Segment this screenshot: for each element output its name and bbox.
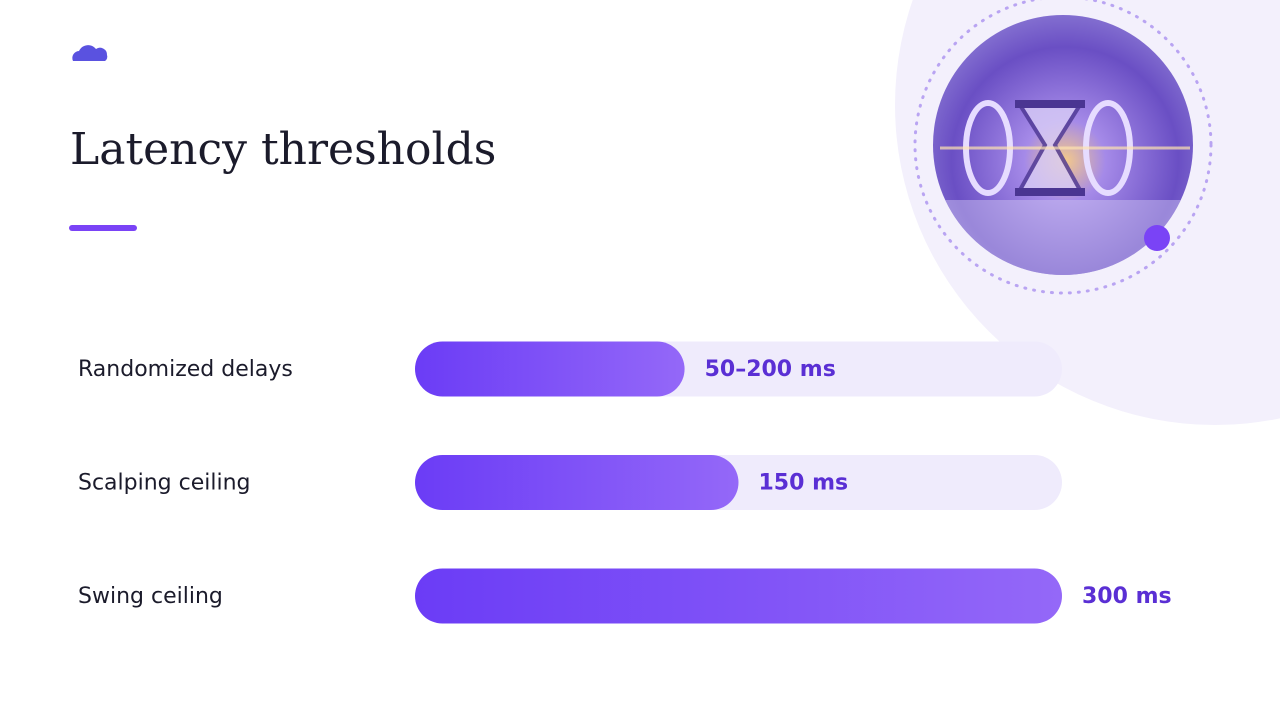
bar [415, 341, 685, 397]
title-underline [69, 225, 137, 231]
accent-dot [1144, 225, 1170, 251]
value-label: 300 ms [1082, 584, 1172, 609]
category-label: Scalping ceiling [78, 471, 251, 496]
category-label: Swing ceiling [78, 584, 223, 609]
chart-title: Latency thresholds [70, 124, 496, 175]
value-label: 50–200 ms [705, 357, 836, 382]
bar [415, 455, 739, 510]
hero-image [933, 15, 1193, 275]
value-label: 150 ms [759, 471, 849, 496]
bar [415, 568, 1062, 624]
dotted-ring [913, 0, 1213, 295]
category-label: Randomized delays [78, 357, 293, 382]
logo [72, 45, 108, 61]
